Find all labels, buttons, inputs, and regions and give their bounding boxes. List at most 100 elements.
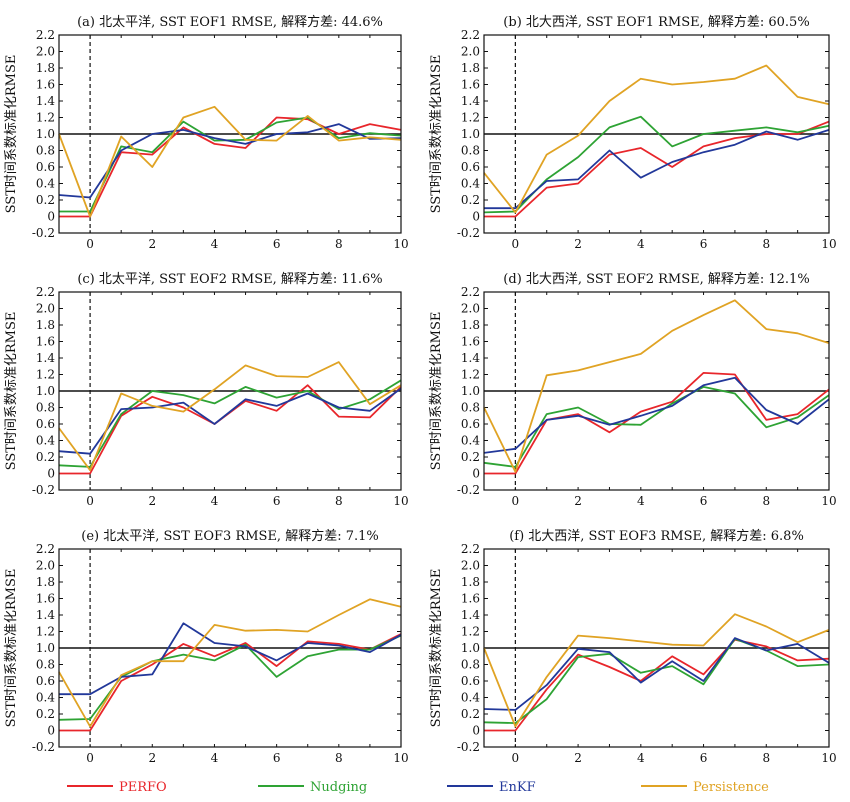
x-tick-label: 2 xyxy=(148,751,156,765)
x-tick-label: 4 xyxy=(211,751,219,765)
x-tick-label: 10 xyxy=(821,237,836,251)
series-line-enkf xyxy=(58,387,402,455)
y-tick-label: 1.8 xyxy=(461,575,480,589)
y-tick-label: 2.2 xyxy=(36,542,55,556)
y-tick-label: 1.6 xyxy=(36,78,55,92)
y-tick-label: 1.4 xyxy=(36,608,55,622)
x-tick-label: 0 xyxy=(512,237,520,251)
legend: PERFO Nudging EnKF Persistence xyxy=(67,780,769,795)
x-tick-label: 6 xyxy=(273,494,281,508)
series-line-enkf xyxy=(483,637,830,711)
y-tick-label: 1.8 xyxy=(36,575,55,589)
y-tick-label: 1.0 xyxy=(36,384,55,398)
y-tick-label: 2.0 xyxy=(36,302,55,316)
y-tick-label: 2.2 xyxy=(36,285,55,299)
y-tick-label: 2.0 xyxy=(461,302,480,316)
chart-title: (d) 北大西洋, SST EOF2 RMSE, 解释方差: 12.1% xyxy=(503,271,809,287)
y-tick-label: 0.6 xyxy=(461,417,480,431)
y-tick-label: 1.4 xyxy=(36,351,55,365)
y-tick-label: 0.4 xyxy=(36,691,55,705)
y-tick-label: 1.0 xyxy=(36,127,55,141)
y-tick-label: 0.8 xyxy=(461,658,480,672)
y-tick-label: 0.2 xyxy=(36,193,55,207)
y-tick-label: 0.6 xyxy=(36,674,55,688)
series-line-nudging xyxy=(483,385,830,468)
y-tick-label: 0 xyxy=(472,467,480,481)
x-tick-label: 2 xyxy=(574,751,582,765)
series-line-enkf xyxy=(59,622,402,696)
plot-frame xyxy=(58,34,402,234)
y-tick-label: -0.2 xyxy=(32,226,55,240)
plot-frame xyxy=(483,291,830,491)
plot-frame xyxy=(58,548,402,748)
chart-panel-b: (b) 北大西洋, SST EOF1 RMSE, 解释方差: 60.5% SST时… xyxy=(429,14,837,251)
y-tick-label: 0 xyxy=(47,210,55,224)
series-line-perfo xyxy=(484,638,830,732)
series-line-persistence xyxy=(483,613,830,728)
y-tick-label: 2.0 xyxy=(36,559,55,573)
x-tick-label: 8 xyxy=(762,751,770,765)
x-tick-label: 10 xyxy=(821,751,836,765)
y-tick-label: -0.2 xyxy=(457,226,480,240)
y-tick-label: 1.8 xyxy=(36,61,55,75)
y-tick-label: 0.8 xyxy=(461,401,480,415)
chart-panel-f: (f) 北大西洋, SST EOF3 RMSE, 解释方差: 6.8% SST时间… xyxy=(429,528,837,765)
y-tick-label: 2.0 xyxy=(461,559,480,573)
y-tick-label: 1.2 xyxy=(461,625,480,639)
x-tick-label: 6 xyxy=(700,494,708,508)
y-axis-label: SST时间系数标准化RMSE xyxy=(429,312,444,471)
series-line-enkf xyxy=(483,376,830,454)
y-tick-label: 1.0 xyxy=(461,127,480,141)
chart-title: (a) 北太平洋, SST EOF1 RMSE, 解释方差: 44.6% xyxy=(77,14,383,30)
x-tick-label: 4 xyxy=(637,494,645,508)
y-tick-label: 1.8 xyxy=(36,318,55,332)
y-tick-label: 1.6 xyxy=(461,335,480,349)
y-tick-label: -0.2 xyxy=(32,483,55,497)
x-tick-label: 4 xyxy=(211,237,219,251)
chart-title: (f) 北大西洋, SST EOF3 RMSE, 解释方差: 6.8% xyxy=(509,528,804,544)
chart-panel-e: (e) 北太平洋, SST EOF3 RMSE, 解释方差: 7.1% SST时间… xyxy=(4,528,409,765)
y-tick-label: 0 xyxy=(472,724,480,738)
x-tick-label: 0 xyxy=(512,494,520,508)
y-tick-label: 0.2 xyxy=(36,450,55,464)
chart-panel-a: (a) 北太平洋, SST EOF1 RMSE, 解释方差: 44.6% SST时… xyxy=(4,14,409,251)
x-tick-label: 2 xyxy=(148,237,156,251)
y-tick-label: 0.2 xyxy=(461,450,480,464)
y-tick-label: 1.6 xyxy=(36,592,55,606)
x-tick-label: 2 xyxy=(574,494,582,508)
y-tick-label: 0.8 xyxy=(36,401,55,415)
y-tick-label: 0.8 xyxy=(36,144,55,158)
series-line-persistence xyxy=(58,598,402,728)
chart-title: (b) 北大西洋, SST EOF1 RMSE, 解释方差: 60.5% xyxy=(503,14,809,30)
y-tick-label: 1.4 xyxy=(461,351,480,365)
legend-label-enkf: EnKF xyxy=(499,780,536,795)
y-tick-label: 2.2 xyxy=(461,542,480,556)
x-tick-label: 6 xyxy=(700,237,708,251)
y-tick-label: -0.2 xyxy=(457,483,480,497)
y-tick-label: 0.6 xyxy=(461,674,480,688)
plot-frame xyxy=(483,34,830,234)
y-tick-label: 0.2 xyxy=(461,193,480,207)
series-line-persistence xyxy=(58,361,402,472)
x-tick-label: 2 xyxy=(148,494,156,508)
chart-panel-d: (d) 北大西洋, SST EOF2 RMSE, 解释方差: 12.1% SST时… xyxy=(429,271,837,508)
series-line-persistence xyxy=(483,299,830,473)
y-tick-label: 0.8 xyxy=(36,658,55,672)
y-tick-label: 0.6 xyxy=(36,160,55,174)
series-line-persistence xyxy=(58,105,402,218)
y-tick-label: 0.4 xyxy=(461,177,480,191)
y-axis-label: SST时间系数标准化RMSE xyxy=(4,55,19,214)
y-axis-label: SST时间系数标准化RMSE xyxy=(4,569,19,728)
y-tick-label: 0.4 xyxy=(36,434,55,448)
x-tick-label: 10 xyxy=(821,494,836,508)
series-line-perfo xyxy=(484,120,830,218)
y-axis-label: SST时间系数标准化RMSE xyxy=(429,569,444,728)
chart-title: (e) 北太平洋, SST EOF3 RMSE, 解释方差: 7.1% xyxy=(81,528,379,544)
y-tick-label: 1.0 xyxy=(461,384,480,398)
y-tick-label: 2.2 xyxy=(36,28,55,42)
x-tick-label: 8 xyxy=(335,751,343,765)
x-tick-label: 0 xyxy=(512,751,520,765)
series-line-perfo xyxy=(484,371,830,475)
y-tick-label: 0.6 xyxy=(36,417,55,431)
